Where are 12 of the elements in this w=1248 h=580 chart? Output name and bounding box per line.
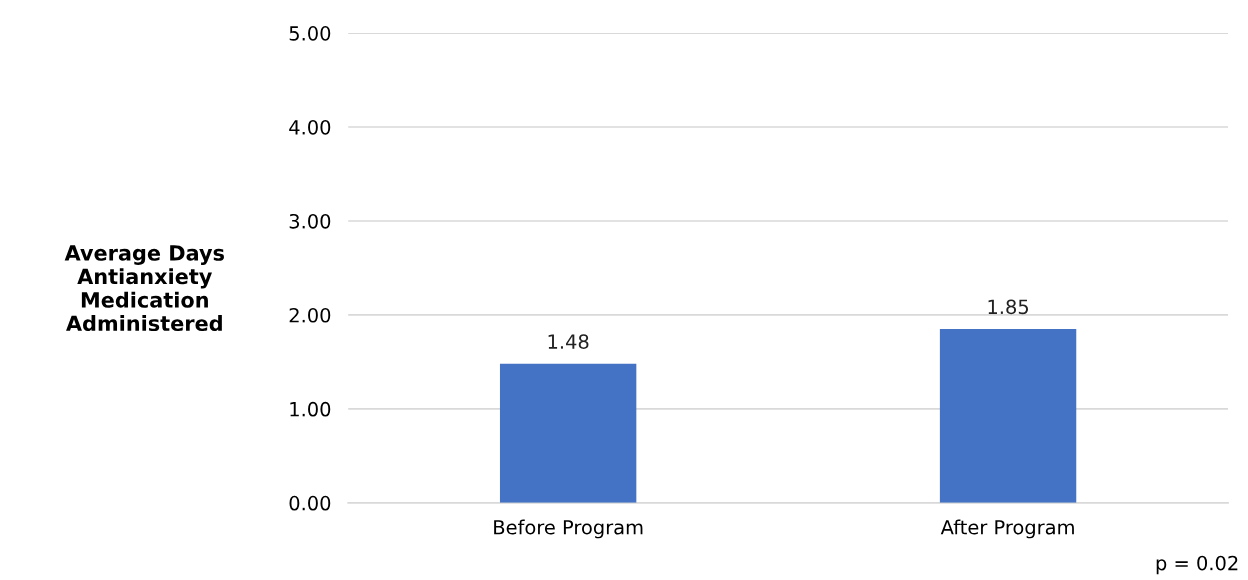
data-label: 1.48 bbox=[548, 334, 589, 349]
data-label: 1.85 bbox=[988, 299, 1029, 315]
y-tick-label: 1.00 bbox=[290, 401, 331, 417]
y-axis-title: Average Days Antianxiety Medication Administered bbox=[64, 245, 224, 332]
y-tick-label: 5.00 bbox=[289, 26, 331, 41]
y-tick-label: 2.00 bbox=[289, 307, 331, 323]
x-tick-label: Before Program bbox=[494, 519, 643, 539]
y-tick-label: 0.00 bbox=[289, 495, 331, 511]
y-tick-label: 3.00 bbox=[289, 213, 331, 229]
y-tick-label: 4.00 bbox=[289, 119, 331, 135]
x-tick-label: After Program bbox=[940, 519, 1074, 539]
text: p = 0.02 bbox=[1156, 555, 1238, 575]
